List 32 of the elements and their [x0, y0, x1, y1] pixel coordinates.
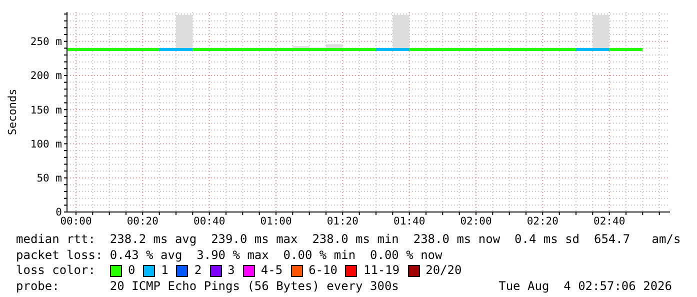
legend-label: 2 — [194, 263, 202, 278]
x-tick-label: 02:40 — [594, 215, 626, 228]
legend-label: 0 — [128, 263, 136, 278]
legend-label: 6-10 — [308, 263, 338, 278]
x-tick-label: 01:20 — [326, 215, 358, 228]
x-tick-label: 02:00 — [460, 215, 492, 228]
x-tick-label: 00:40 — [194, 215, 226, 228]
y-tick-label: 200 m — [30, 70, 62, 82]
legend-title: loss color: — [16, 263, 96, 278]
y-tick-label: 250 m — [30, 36, 62, 48]
y-tick-label: 50 m — [36, 172, 62, 185]
text: packet loss: 0.43 % avg 3.90 % max 0.00 % min 0.00 % now — [16, 248, 444, 263]
text: probe: 20 ICMP Echo Pings (56 Bytes) every 300s — [16, 278, 399, 294]
x-tick-label: 01:40 — [394, 215, 426, 228]
text: median rtt: 238.2 ms avg 239.0 ms max 238.0 ms min 238.0 ms now 0.4 ms sd 654.7 am/s — [16, 232, 681, 248]
x-tick-label: 02:20 — [526, 215, 558, 228]
text: Tue Aug 4 02:57:06 2026 — [498, 278, 672, 294]
legend-label: 20/20 — [426, 263, 462, 278]
legend-label: 4-5 — [260, 263, 283, 278]
legend-label: 11-19 — [363, 263, 400, 278]
x-tick-label: 01:00 — [260, 215, 292, 228]
bar — [592, 14, 610, 50]
bar — [176, 14, 193, 50]
bar — [392, 14, 410, 50]
y-tick-label: 150 m — [30, 104, 62, 116]
legend-label: 3 — [228, 263, 235, 278]
x-tick-label: 00:20 — [126, 215, 158, 228]
x-tick-label: 00:00 — [60, 215, 92, 228]
y-axis-title: Seconds — [6, 88, 19, 136]
legend-label: 1 — [161, 263, 168, 278]
y-tick-label: 100 m — [30, 138, 62, 150]
y-tick-label: 0 — [56, 206, 62, 219]
